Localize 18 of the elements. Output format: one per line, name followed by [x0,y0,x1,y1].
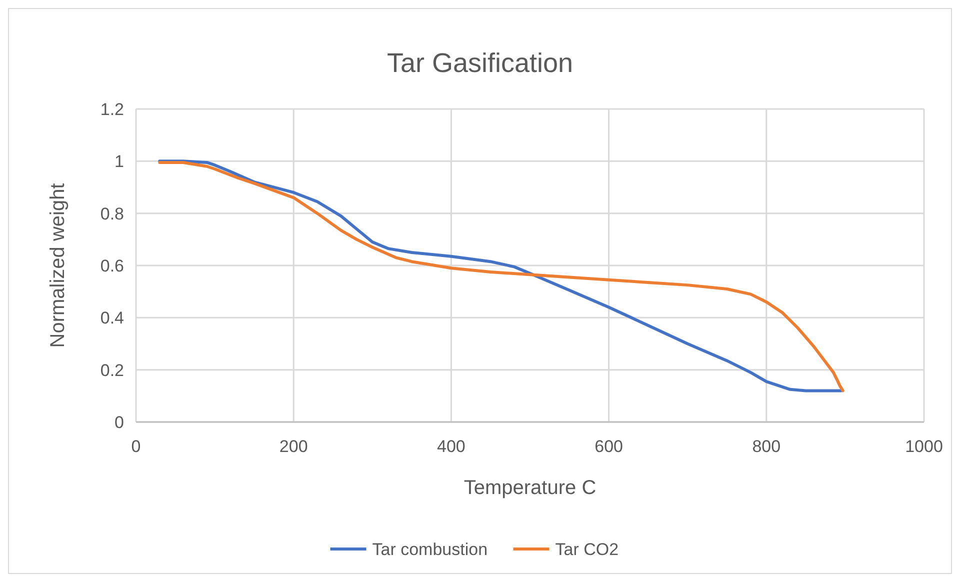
x-tick-label: 1000 [905,437,943,456]
chart-title: Tar Gasification [386,48,574,78]
x-tick-label: 0 [131,437,141,456]
y-tick-label: 0 [114,412,124,432]
x-axis-title: Temperature C [464,477,596,499]
y-tick-label: 0.4 [100,308,124,328]
y-tick-label: 0.2 [100,360,124,380]
x-tick-label: 600 [594,437,623,456]
y-tick-label: 1.2 [100,100,124,119]
y-tick-label: 1 [114,152,124,172]
y-tick-label: 0.8 [100,204,124,224]
y-axis-title: Normalized weight [47,182,69,348]
legend-label: Tar combustion [372,540,488,559]
x-tick-label: 800 [752,437,781,456]
legend-label: Tar CO2 [555,540,619,559]
x-tick-label: 400 [437,437,466,456]
x-tick-label: 200 [279,437,308,456]
y-tick-label: 0.6 [100,256,124,276]
